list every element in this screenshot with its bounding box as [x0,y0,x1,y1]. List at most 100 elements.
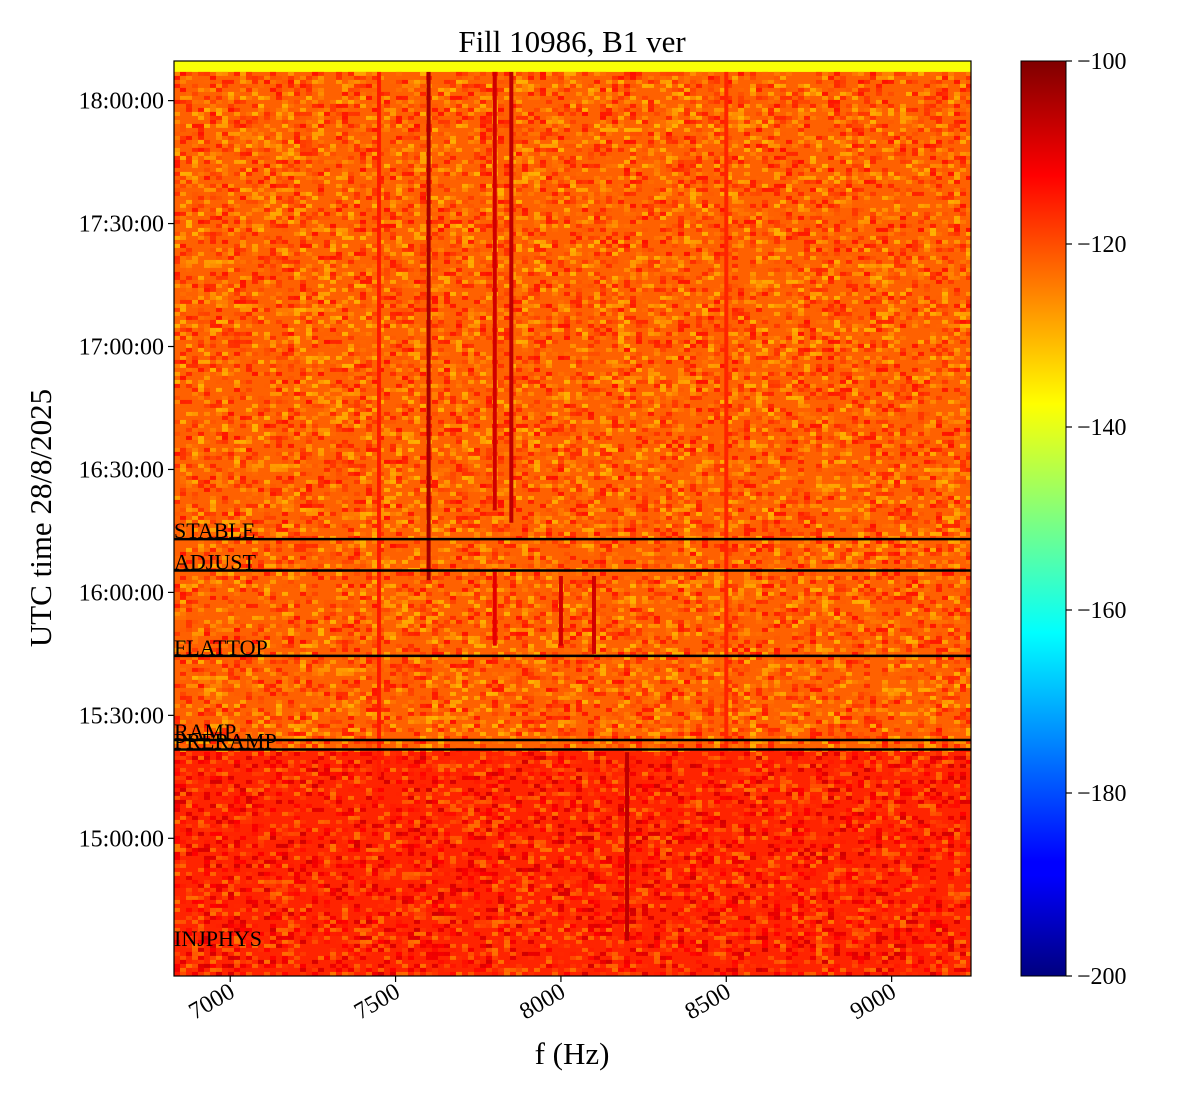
heatmap-cell [348,323,354,328]
heatmap-cell [516,127,522,132]
heatmap-cell [678,119,684,124]
heatmap-cell [222,331,228,336]
heatmap-cell [816,291,822,296]
heatmap-cell [198,227,204,232]
heatmap-cell [882,319,888,324]
heatmap-cell [630,83,636,88]
heatmap-cell [342,271,348,276]
heatmap-cell [174,83,180,88]
heatmap-cell [756,339,762,344]
heatmap-cell [570,83,576,88]
heatmap-cell [720,91,726,96]
heatmap-cell [288,147,294,152]
heatmap-cell [780,235,786,240]
heatmap-cell [810,295,816,300]
heatmap-cell [846,303,852,308]
heatmap-cell [690,179,696,184]
heatmap-cell [936,295,942,300]
heatmap-cell [324,243,330,248]
heatmap-cell [174,243,180,248]
heatmap-cell [852,163,858,168]
heatmap-cell [540,279,546,284]
heatmap-cell [210,247,216,252]
heatmap-cell [372,243,378,248]
heatmap-cell [474,271,480,276]
heatmap-cell [420,251,426,256]
heatmap-cell [648,75,654,80]
heatmap-cell [696,143,702,148]
heatmap-cell [282,127,288,132]
heatmap-cell [318,107,324,112]
heatmap-cell [714,155,720,160]
heatmap-cell [900,271,906,276]
heatmap-cell [414,307,420,312]
heatmap-cell [300,231,306,236]
heatmap-cell [276,159,282,164]
heatmap-cell [288,71,294,76]
heatmap-cell [804,271,810,276]
heatmap-cell [450,271,456,276]
heatmap-cell [384,219,390,224]
heatmap-cell [630,103,636,108]
heatmap-cell [684,171,690,176]
heatmap-cell [924,95,930,100]
heatmap-cell [654,127,660,132]
heatmap-cell [624,187,630,192]
heatmap-cell [456,163,462,168]
heatmap-cell [942,271,948,276]
heatmap-cell [684,95,690,100]
heatmap-cell [534,255,540,260]
heatmap-cell [624,303,630,308]
heatmap-cell [258,319,264,324]
heatmap-cell [276,115,282,120]
heatmap-cell [294,99,300,104]
heatmap-cell [384,127,390,132]
heatmap-cell [270,263,276,268]
heatmap-cell [894,71,900,76]
heatmap-cell [864,299,870,304]
heatmap-cell [318,295,324,300]
heatmap-cell [600,335,606,340]
heatmap-cell [810,331,816,336]
heatmap-cell [930,107,936,112]
heatmap-cell [384,171,390,176]
heatmap-cell [822,199,828,204]
heatmap-cell [918,219,924,224]
heatmap-cell [258,227,264,232]
heatmap-cell [870,127,876,132]
heatmap-cell [822,191,828,196]
heatmap-cell [864,107,870,112]
heatmap-cell [252,271,258,276]
heatmap-cell [918,255,924,260]
heatmap-cell [714,95,720,100]
heatmap-cell [786,291,792,296]
heatmap-cell [270,111,276,116]
heatmap-cell [348,87,354,92]
heatmap-cell [342,107,348,112]
heatmap-cell [876,87,882,92]
heatmap-cell [846,123,852,128]
heatmap-cell [684,111,690,116]
heatmap-cell [288,251,294,256]
heatmap-cell [822,335,828,340]
heatmap-cell [660,323,666,328]
heatmap-cell [600,143,606,148]
heatmap-cell [930,143,936,148]
heatmap-cell [840,131,846,136]
heatmap-cell [780,303,786,308]
heatmap-cell [594,259,600,264]
heatmap-cell [888,275,894,280]
heatmap-cell [792,163,798,168]
heatmap-cell [582,95,588,100]
heatmap-cell [684,267,690,272]
heatmap-cell [282,79,288,84]
heatmap-cell [744,327,750,332]
heatmap-cell [600,299,606,304]
heatmap-cell [858,151,864,156]
heatmap-cell [240,275,246,280]
heatmap-cell [888,335,894,340]
heatmap-cell [630,75,636,80]
heatmap-cell [954,179,960,184]
heatmap-cell [342,139,348,144]
heatmap-cell [258,291,264,296]
